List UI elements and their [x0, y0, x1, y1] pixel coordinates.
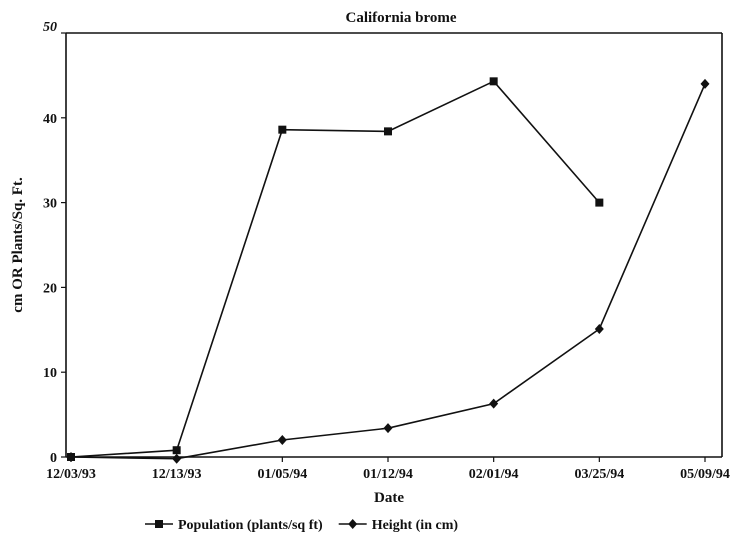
y-tick-label: 40: [43, 112, 57, 127]
data-point: [278, 125, 287, 134]
x-tick-label: 03/25/94: [574, 467, 624, 482]
legend-label: Height (in cm): [372, 518, 459, 533]
legend-label: Population (plants/sq ft): [178, 518, 323, 533]
y-tick-label: 30: [43, 197, 57, 212]
data-point: [66, 452, 76, 462]
legend: Population (plants/sq ft) Height (in cm): [145, 518, 458, 533]
series-line: [70, 83, 706, 460]
y-tick-label: 0: [50, 451, 57, 466]
series-square: [67, 77, 604, 461]
x-axis-label: Date: [374, 490, 404, 506]
x-tick-label: 02/01/94: [469, 467, 519, 482]
data-point: [172, 446, 181, 455]
legend-item: Height (in cm): [338, 518, 459, 533]
data-point: [700, 78, 710, 89]
series-layer: [66, 77, 710, 464]
x-tick-label: 01/05/94: [257, 467, 307, 482]
x-axis-ticks: 12/03/93 12/13/93 01/05/94 01/12/94 02/01/94…: [46, 457, 730, 482]
y-tick-label: 20: [43, 281, 57, 296]
series-diamond: [66, 78, 710, 464]
chart-title: California brome: [346, 10, 457, 26]
data-point: [383, 423, 393, 434]
data-point: [489, 77, 498, 86]
x-tick-label: 01/12/94: [363, 467, 413, 482]
data-point: [384, 127, 392, 136]
y-tick-label: 50: [43, 20, 57, 35]
data-point: [172, 453, 182, 464]
x-tick-label: 12/03/93: [46, 467, 96, 482]
y-tick-label: 10: [43, 366, 57, 381]
legend-marker: [348, 519, 358, 529]
plot-frame: [65, 32, 723, 458]
data-point: [594, 323, 604, 334]
series-line: [70, 80, 600, 458]
y-axis-label: cm OR Plants/Sq. Ft.: [10, 177, 26, 313]
legend-item: Population (plants/sq ft): [145, 518, 323, 533]
y-axis-ticks: 0 10 20 30 40 50: [43, 20, 66, 466]
data-point: [489, 398, 499, 409]
data-point: [277, 435, 287, 446]
data-point: [595, 198, 604, 207]
legend-marker: [155, 520, 163, 528]
x-tick-label: 12/13/93: [152, 467, 202, 482]
x-tick-label: 05/09/94: [680, 467, 730, 482]
